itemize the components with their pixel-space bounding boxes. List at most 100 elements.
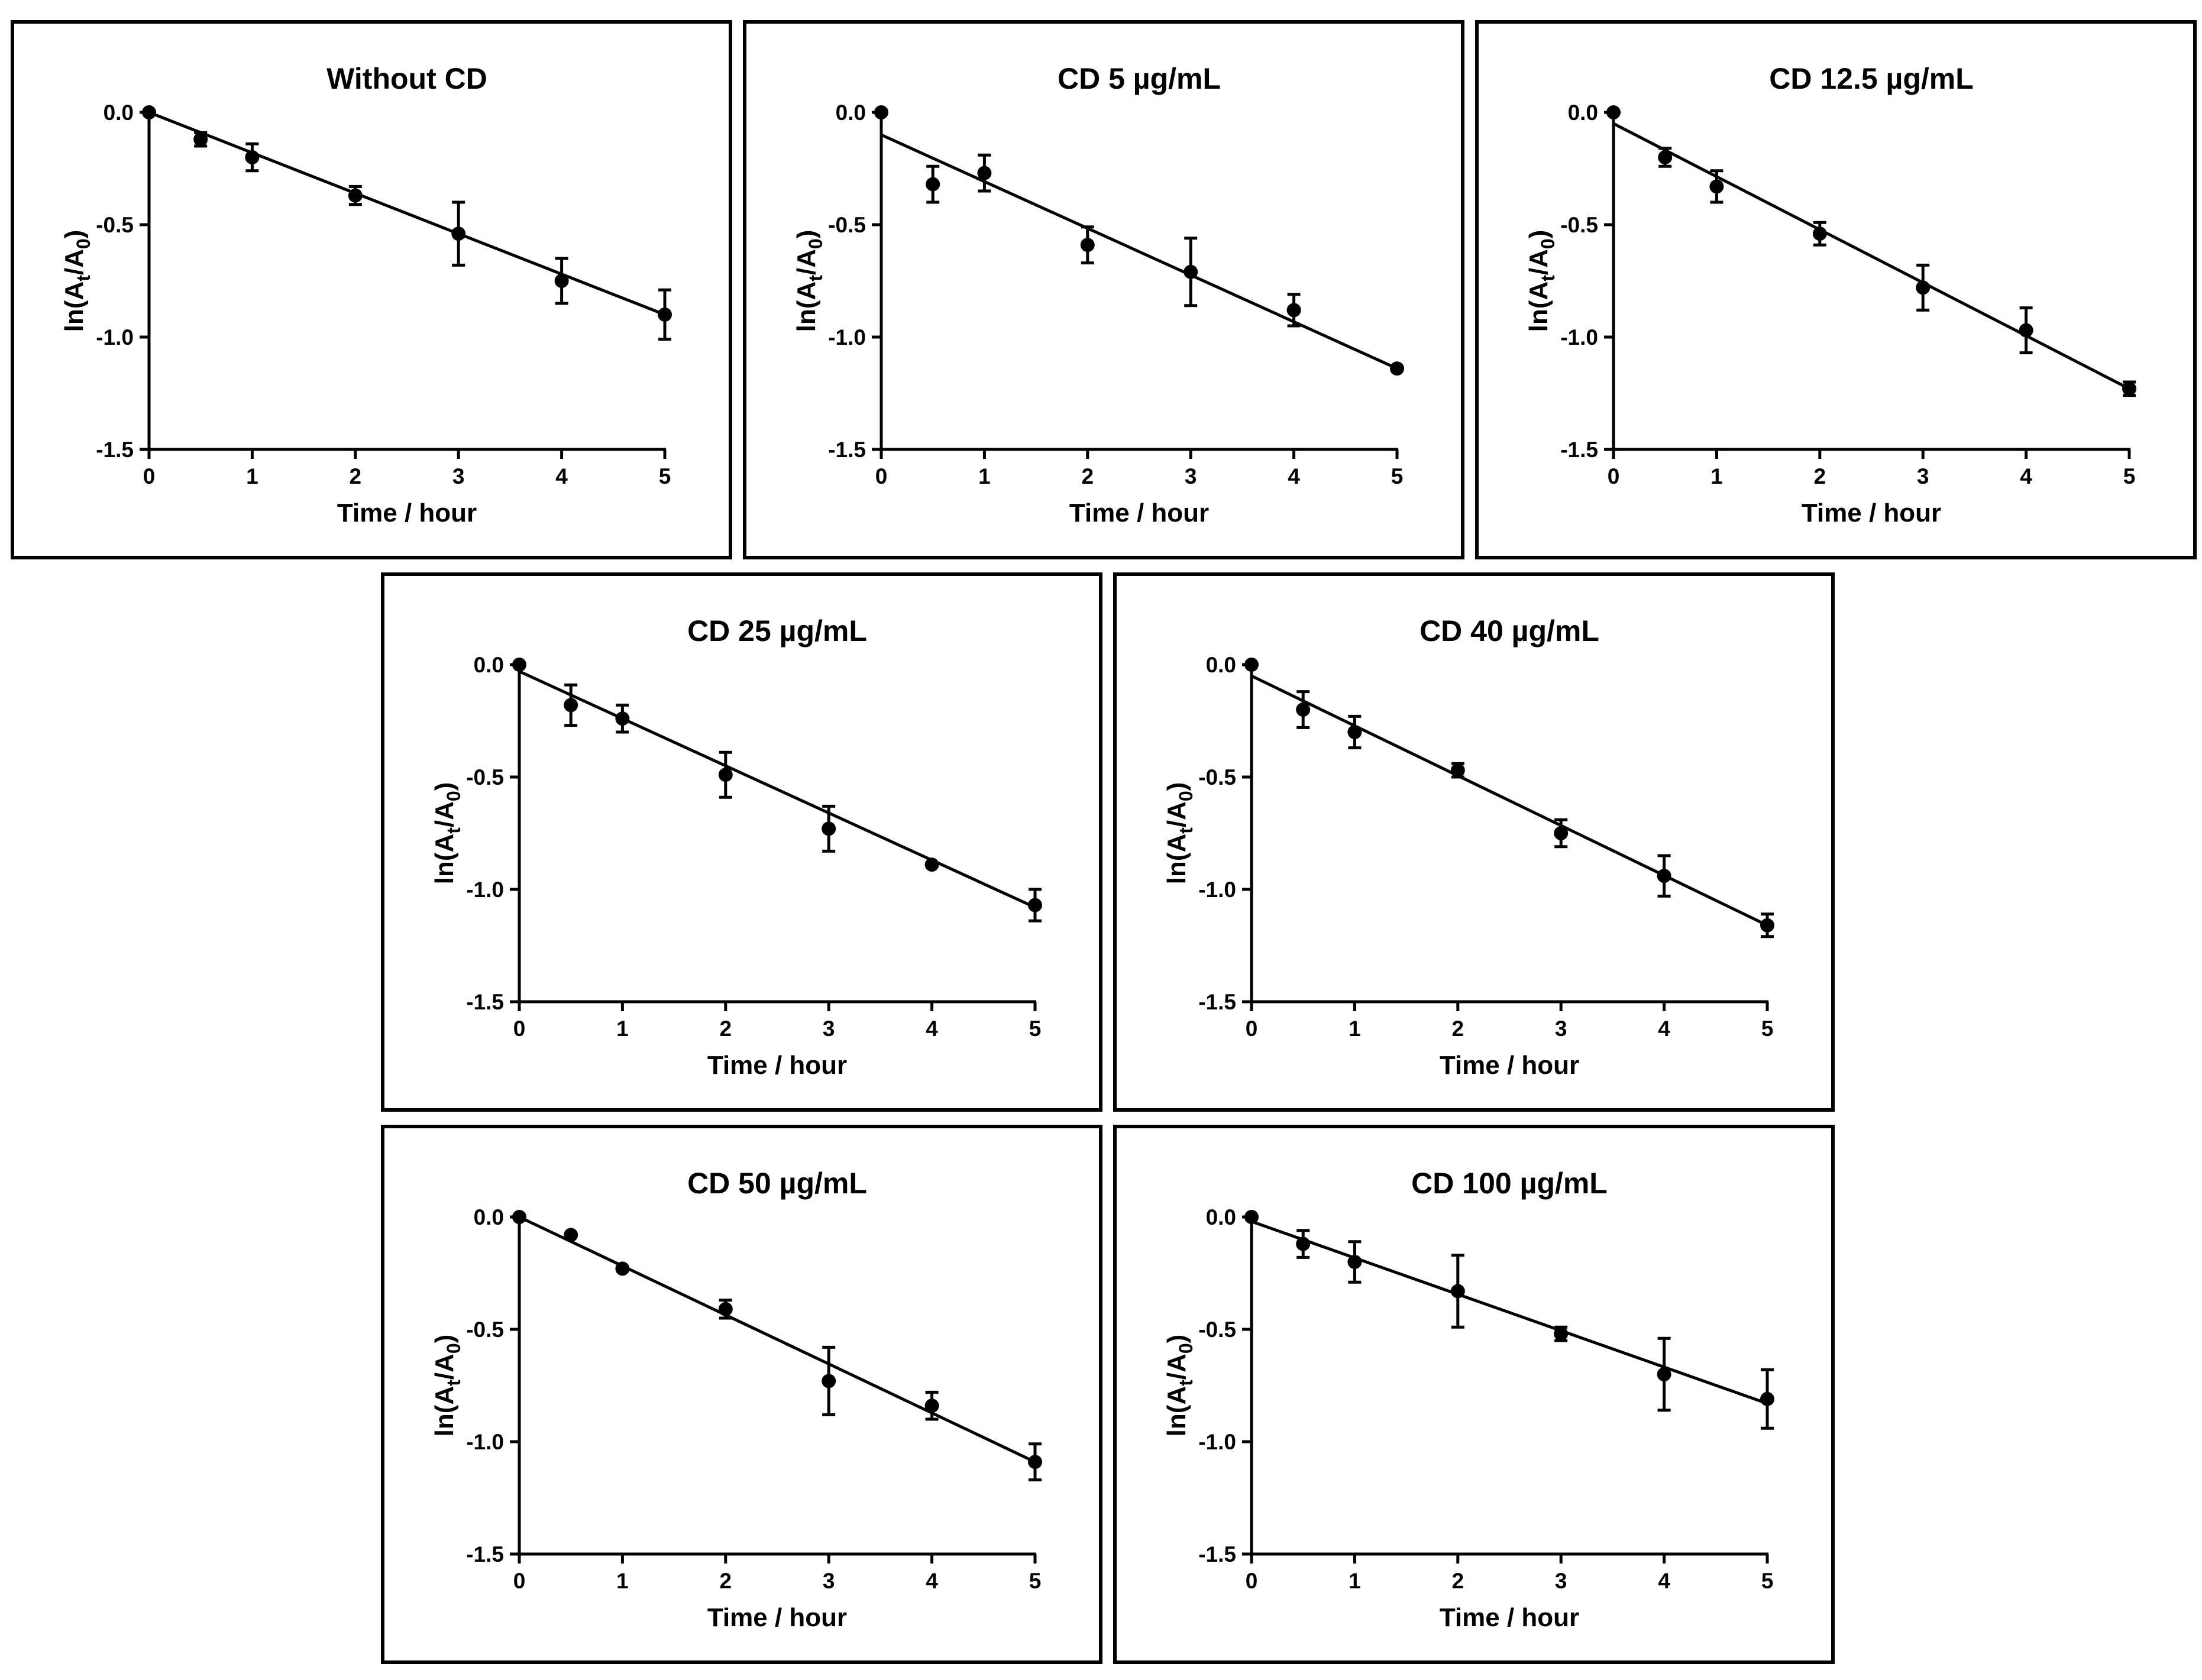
y-axis-label-part: ln(A	[1162, 1386, 1191, 1437]
chart-svg: CD 50 µg/mL 0.0 -0.5 -1.0 -1.5 0 1 2 3 4 5 Time / h…	[430, 1167, 1042, 1632]
panel-cd-50: CD 50 µg/mL 0.0 -0.5 -1.0 -1.5 0 1 2 3 4 5 Time / h…	[381, 1125, 1102, 1664]
y-tick-label: -1.0	[1560, 325, 1598, 349]
y-tick-label: -0.5	[466, 1318, 504, 1342]
y-tick-label: -1.5	[1198, 990, 1236, 1014]
chart-svg: CD 5 µg/mL 0.0 -0.5 -1.0 -1.5 0 1 2 3 4 5 Time / ho…	[792, 62, 1404, 527]
data-point	[822, 821, 836, 836]
y-tick-label: 0.0	[104, 101, 134, 125]
y-tick-label: -1.0	[466, 1430, 504, 1454]
chart-title: CD 100 µg/mL	[1411, 1167, 1608, 1200]
x-tick-label: 3	[1555, 1017, 1567, 1041]
data-point	[1709, 179, 1724, 194]
data-point	[1657, 1367, 1671, 1381]
y-axis-label: ln(At/A0)	[430, 782, 464, 885]
x-tick-label: 1	[246, 464, 258, 488]
x-tick-label: 5	[1029, 1569, 1042, 1593]
x-tick-label: 5	[1761, 1569, 1774, 1593]
y-tick-label: -1.5	[1560, 438, 1598, 462]
y-tick-label: -0.5	[466, 765, 504, 789]
x-tick-label: 3	[823, 1569, 835, 1593]
x-tick-label: 2	[1814, 464, 1826, 488]
x-tick-label: 4	[555, 464, 568, 488]
data-point	[1184, 264, 1198, 279]
x-tick-label: 1	[1710, 464, 1723, 488]
chart-svg: CD 25 µg/mL 0.0 -0.5 -1.0 -1.5 0 1 2 3 4 5 Time / h…	[430, 614, 1042, 1080]
chart-title: CD 5 µg/mL	[1058, 62, 1221, 95]
panel-cd-12-5: CD 12.5 µg/mL 0.0 -0.5 -1.0 -1.5 0 1 2 3 4 5 Time /…	[1475, 20, 2197, 559]
data-point	[1606, 105, 1621, 119]
x-tick-label: 3	[1185, 464, 1197, 488]
y-tick-label: -0.5	[1560, 213, 1598, 237]
y-axis-label: ln(At/A0)	[792, 230, 826, 332]
y-tick-label: -0.5	[1198, 765, 1236, 789]
chart-svg: CD 100 µg/mL 0.0 -0.5 -1.0 -1.5 0 1 2 3 4 5 Time / …	[1162, 1167, 1774, 1632]
data-point	[512, 1210, 526, 1224]
y-axis-label-part: 0	[443, 791, 464, 801]
data-point	[822, 1374, 836, 1388]
data-point	[718, 768, 733, 782]
y-axis-label: ln(At/A0)	[430, 1335, 464, 1437]
y-axis-label-part: )	[60, 230, 89, 239]
x-tick-label: 5	[1391, 464, 1404, 488]
x-tick-label: 2	[1452, 1569, 1464, 1593]
y-axis-label-part: 0	[73, 238, 94, 249]
y-axis-label-part: t	[443, 827, 464, 834]
x-axis-label: Time / hour	[1069, 499, 1209, 527]
data-point	[977, 166, 992, 180]
data-point	[1390, 361, 1404, 376]
data-point	[1450, 1284, 1465, 1299]
y-axis-label-part: /A	[60, 249, 89, 275]
x-tick-label: 1	[978, 464, 991, 488]
y-tick-label: -1.0	[96, 325, 134, 349]
y-axis-label: ln(At/A0)	[1524, 230, 1558, 332]
y-tick-label: -1.5	[466, 1542, 504, 1566]
x-tick-label: 1	[616, 1569, 629, 1593]
y-tick-label: -1.0	[1198, 878, 1236, 902]
data-point	[554, 274, 569, 288]
chart-svg: CD 12.5 µg/mL 0.0 -0.5 -1.0 -1.5 0 1 2 3 4 5 Time /…	[1524, 62, 2136, 527]
data-point	[1244, 658, 1259, 672]
y-tick-label: -1.0	[466, 878, 504, 902]
data-point	[1657, 869, 1671, 883]
x-tick-label: 2	[1452, 1017, 1464, 1041]
y-axis-label-part: )	[1162, 782, 1191, 791]
y-axis-label-part: ln(A	[1162, 834, 1191, 885]
data-point	[1760, 918, 1774, 933]
data-point	[1347, 1255, 1362, 1269]
x-axis-label: Time / hour	[707, 1603, 847, 1632]
y-axis-label-part: 0	[805, 238, 826, 249]
x-tick-label: 0	[1246, 1569, 1258, 1593]
data-point	[1244, 1210, 1259, 1224]
fit-line	[518, 670, 1036, 909]
y-tick-label: 0.0	[1206, 1205, 1236, 1229]
x-axis-label: Time / hour	[707, 1051, 847, 1080]
chart-title: CD 50 µg/mL	[687, 1167, 867, 1200]
y-axis-label: ln(At/A0)	[60, 230, 94, 332]
data-point	[1450, 763, 1465, 778]
x-tick-label: 1	[616, 1017, 629, 1041]
data-point	[924, 1399, 939, 1413]
y-axis-label-part: ln(A	[430, 834, 459, 885]
data-point	[1916, 280, 1931, 295]
data-point	[615, 1261, 630, 1276]
x-tick-label: 5	[1761, 1017, 1774, 1041]
data-point	[1028, 898, 1042, 912]
fit-line	[148, 111, 665, 316]
y-tick-label: 0.0	[1568, 101, 1598, 125]
y-axis-label-part: )	[1162, 1335, 1191, 1344]
y-axis-label-part: t	[1537, 275, 1558, 281]
y-axis-label: ln(At/A0)	[1162, 1335, 1197, 1437]
fit-line	[1612, 122, 2130, 390]
y-tick-label: 0.0	[836, 101, 866, 125]
y-axis-label-part: )	[792, 230, 821, 239]
data-point	[1028, 1455, 1042, 1469]
y-tick-label: 0.0	[474, 653, 504, 677]
y-tick-label: -1.5	[1198, 1542, 1236, 1566]
data-point	[1296, 1236, 1311, 1251]
y-tick-label: -0.5	[96, 213, 134, 237]
y-axis-label: ln(At/A0)	[1162, 782, 1197, 885]
x-tick-label: 4	[1288, 464, 1300, 488]
fit-line	[518, 1215, 1036, 1464]
y-tick-label: -0.5	[1198, 1318, 1236, 1342]
x-axis-label: Time / hour	[337, 499, 477, 527]
